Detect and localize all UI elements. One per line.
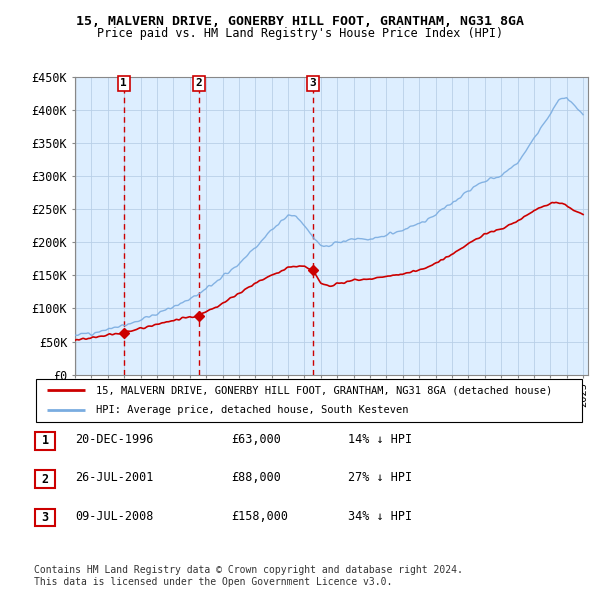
Text: Price paid vs. HM Land Registry's House Price Index (HPI): Price paid vs. HM Land Registry's House … xyxy=(97,27,503,40)
Text: 14% ↓ HPI: 14% ↓ HPI xyxy=(348,433,412,446)
Text: 2: 2 xyxy=(196,78,202,88)
Text: 2: 2 xyxy=(41,473,49,486)
FancyBboxPatch shape xyxy=(35,509,55,526)
FancyBboxPatch shape xyxy=(36,379,582,422)
Text: 34% ↓ HPI: 34% ↓ HPI xyxy=(348,510,412,523)
Text: 15, MALVERN DRIVE, GONERBY HILL FOOT, GRANTHAM, NG31 8GA (detached house): 15, MALVERN DRIVE, GONERBY HILL FOOT, GR… xyxy=(96,385,553,395)
Text: 26-JUL-2001: 26-JUL-2001 xyxy=(75,471,154,484)
Text: 1: 1 xyxy=(121,78,127,88)
Text: HPI: Average price, detached house, South Kesteven: HPI: Average price, detached house, Sout… xyxy=(96,405,409,415)
Text: 15, MALVERN DRIVE, GONERBY HILL FOOT, GRANTHAM, NG31 8GA: 15, MALVERN DRIVE, GONERBY HILL FOOT, GR… xyxy=(76,15,524,28)
FancyBboxPatch shape xyxy=(35,470,55,488)
Text: £158,000: £158,000 xyxy=(231,510,288,523)
Text: 1: 1 xyxy=(41,434,49,447)
Text: 09-JUL-2008: 09-JUL-2008 xyxy=(75,510,154,523)
Text: £63,000: £63,000 xyxy=(231,433,281,446)
FancyBboxPatch shape xyxy=(35,432,55,450)
Text: 27% ↓ HPI: 27% ↓ HPI xyxy=(348,471,412,484)
Text: 3: 3 xyxy=(310,78,316,88)
Bar xyxy=(67,77,76,375)
Text: £88,000: £88,000 xyxy=(231,471,281,484)
Text: Contains HM Land Registry data © Crown copyright and database right 2024.
This d: Contains HM Land Registry data © Crown c… xyxy=(34,565,463,587)
Text: 20-DEC-1996: 20-DEC-1996 xyxy=(75,433,154,446)
Text: 3: 3 xyxy=(41,511,49,524)
